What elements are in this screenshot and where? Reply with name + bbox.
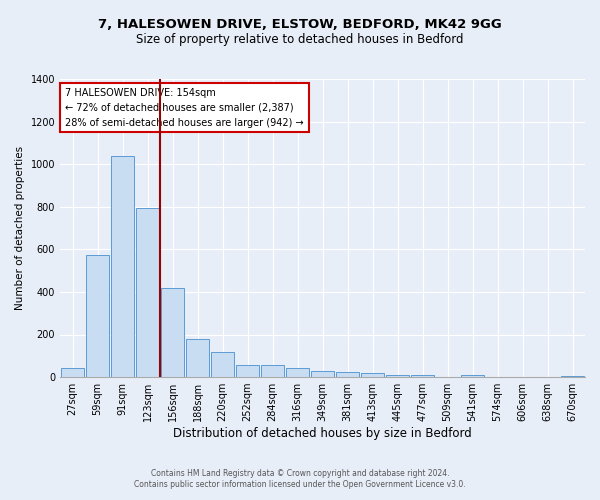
Bar xyxy=(86,254,109,377)
Bar xyxy=(211,352,234,377)
Bar xyxy=(461,376,484,377)
Bar xyxy=(61,368,84,377)
Bar xyxy=(236,364,259,377)
X-axis label: Distribution of detached houses by size in Bedford: Distribution of detached houses by size … xyxy=(173,427,472,440)
Bar xyxy=(136,208,159,377)
Text: Contains HM Land Registry data © Crown copyright and database right 2024.: Contains HM Land Registry data © Crown c… xyxy=(151,468,449,477)
Bar xyxy=(286,368,309,377)
Text: 7, HALESOWEN DRIVE, ELSTOW, BEDFORD, MK42 9GG: 7, HALESOWEN DRIVE, ELSTOW, BEDFORD, MK4… xyxy=(98,18,502,30)
Bar xyxy=(336,372,359,377)
Text: 7 HALESOWEN DRIVE: 154sqm
← 72% of detached houses are smaller (2,387)
28% of se: 7 HALESOWEN DRIVE: 154sqm ← 72% of detac… xyxy=(65,88,304,128)
Y-axis label: Number of detached properties: Number of detached properties xyxy=(15,146,25,310)
Bar xyxy=(261,366,284,377)
Bar xyxy=(561,376,584,377)
Bar xyxy=(361,374,384,377)
Bar xyxy=(386,375,409,377)
Bar xyxy=(411,374,434,377)
Text: Contains public sector information licensed under the Open Government Licence v3: Contains public sector information licen… xyxy=(134,480,466,489)
Bar xyxy=(161,288,184,377)
Text: Size of property relative to detached houses in Bedford: Size of property relative to detached ho… xyxy=(136,32,464,46)
Bar xyxy=(186,339,209,377)
Bar xyxy=(111,156,134,377)
Bar xyxy=(311,372,334,377)
